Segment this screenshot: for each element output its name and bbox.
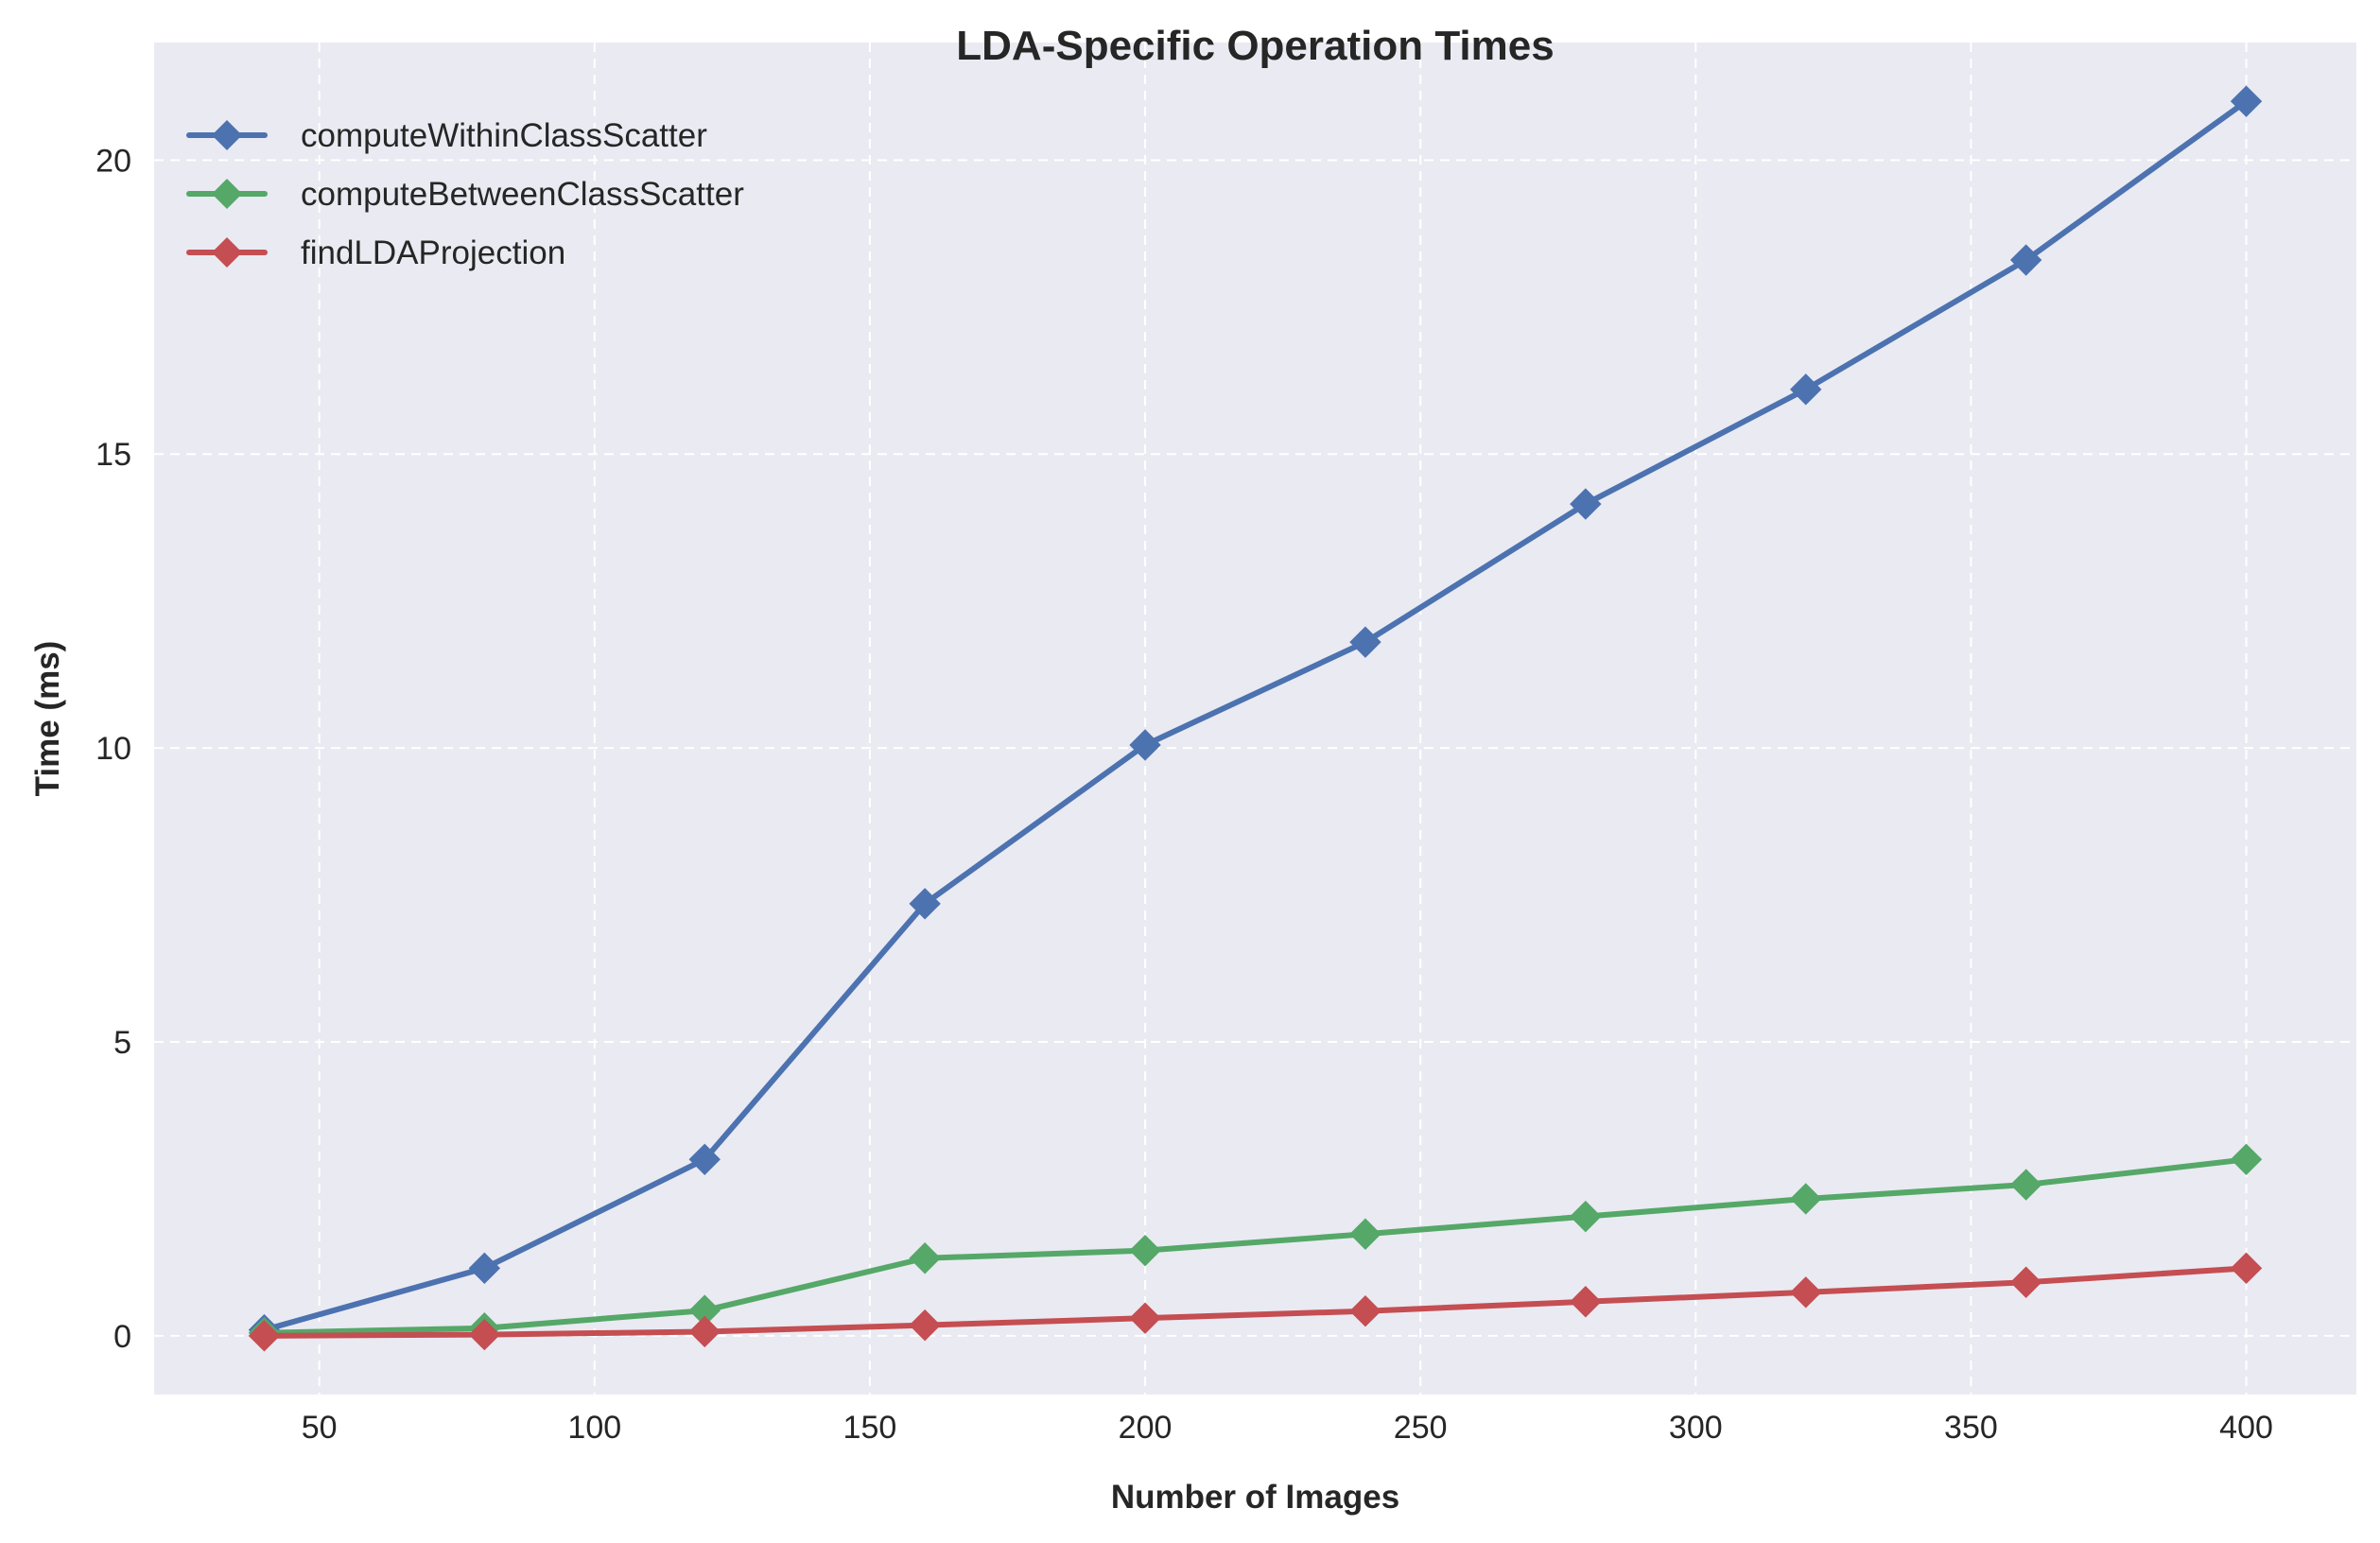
x-axis-label: Number of Images [1111,1479,1399,1516]
series-layer [248,85,2263,1352]
data-point [2009,1169,2042,1201]
series-line [261,1156,2250,1336]
data-point [1570,1286,1602,1318]
y-axis-label: Time (ms) [29,641,66,797]
chart-title: LDA-Specific Operation Times [956,23,1554,69]
data-point [688,1143,721,1176]
x-tick-label: 50 [302,1410,338,1446]
data-point [688,1315,721,1348]
x-tick-label: 150 [843,1410,897,1446]
y-tick-label: 15 [96,437,131,473]
y-tick-label: 10 [96,731,131,767]
series-3 [248,1252,2263,1352]
y-tick-label: 5 [113,1025,131,1061]
x-axis: 50 100 150 200 250 300 350 400 [302,1410,2273,1446]
data-point [2009,244,2042,276]
x-tick-label: 250 [1394,1410,1448,1446]
series-line [261,98,2250,1333]
legend: computeWithinClassScatter computeBetweenC… [186,117,744,271]
x-tick-label: 300 [1669,1410,1723,1446]
data-point [1349,1218,1381,1250]
data-point [2009,1266,2042,1298]
data-point [909,1309,941,1342]
data-point [2230,85,2263,117]
data-point [1790,1183,1822,1215]
data-point [1349,1295,1381,1327]
data-point [468,1318,501,1351]
legend-marker [212,120,242,150]
data-point [909,888,941,920]
series-1 [248,85,2263,1346]
data-point [468,1252,501,1285]
grid [154,43,2356,1395]
legend-marker [212,237,242,268]
legend-item: computeBetweenClassScatter [186,176,744,213]
data-point [1790,373,1822,406]
x-tick-label: 200 [1119,1410,1173,1446]
legend-item: computeWithinClassScatter [186,117,707,154]
data-point [248,1320,281,1352]
plot-area [154,43,2356,1395]
y-tick-label: 20 [96,143,131,179]
x-tick-label: 350 [1944,1410,1998,1446]
data-point [2230,1252,2263,1285]
y-tick-label: 0 [113,1319,131,1355]
legend-marker [212,179,242,209]
legend-label: computeBetweenClassScatter [301,176,744,213]
legend-item: findLDAProjection [186,234,565,271]
data-point [1790,1276,1822,1309]
series-line [261,1265,2250,1339]
data-point [1570,488,1602,520]
data-point [909,1242,941,1274]
legend-label: computeWithinClassScatter [301,117,707,154]
x-tick-label: 100 [567,1410,621,1446]
data-point [1129,1234,1161,1267]
data-point [1129,729,1161,761]
legend-label: findLDAProjection [301,234,565,271]
x-tick-label: 400 [2219,1410,2273,1446]
y-axis: 0 5 10 15 20 [96,143,131,1354]
data-point [2230,1143,2263,1176]
data-point [1570,1200,1602,1233]
data-point [1129,1302,1161,1334]
data-point [1349,626,1381,658]
